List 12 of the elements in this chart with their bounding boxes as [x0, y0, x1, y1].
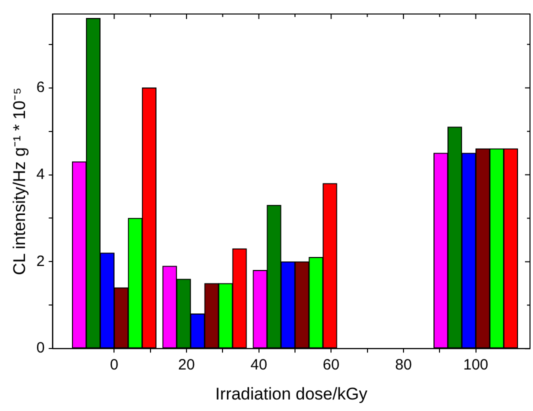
y-axis-title: CL intensity/Hz g⁻¹ * 10⁻⁵	[10, 88, 29, 276]
x-axis-title: Irradiation dose/kGy	[215, 384, 368, 404]
x-tick-label: 40	[250, 356, 268, 374]
x-tick-label: 80	[395, 356, 412, 374]
y-tick-label: 6	[36, 79, 45, 96]
y-tick-label: 2	[36, 252, 45, 270]
x-tick-label: 20	[178, 356, 195, 374]
y-tick-label: 4	[36, 166, 45, 183]
x-tick-label: 100	[463, 356, 488, 374]
y-tick-label: 0	[36, 340, 45, 357]
x-tick-label: 0	[110, 356, 118, 374]
x-tick-label: 60	[322, 356, 340, 374]
